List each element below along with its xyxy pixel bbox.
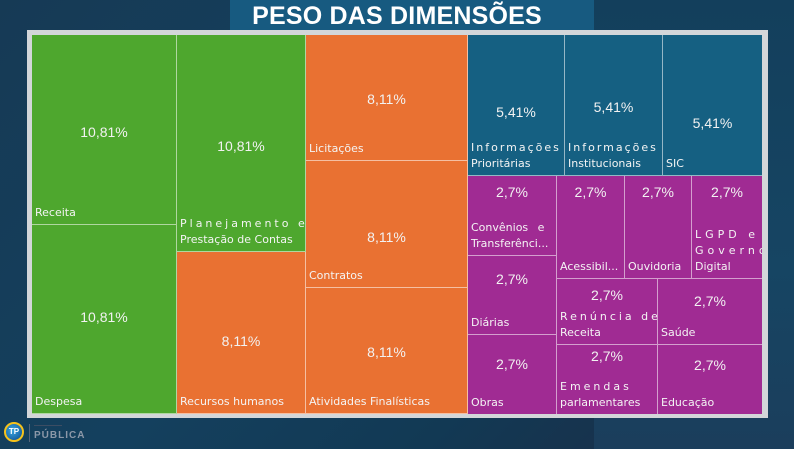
- value-label: 5,41%: [593, 99, 634, 115]
- category-label: Informações Prioritárias: [471, 141, 561, 170]
- value-label: 10,81%: [217, 138, 265, 154]
- category-label: Recursos humanos: [180, 395, 284, 408]
- treemap-cell-saude[interactable]: 2,7% Saúde: [658, 279, 762, 345]
- treemap-cell-atividades-finalisticas[interactable]: 8,11% Atividades Finalísticas: [306, 288, 468, 414]
- treemap-cell-renuncia-receita[interactable]: 2,7% Renúncia de Receita: [557, 279, 658, 345]
- treemap-cell-contratos[interactable]: 8,11% Contratos: [306, 161, 468, 288]
- footer-line: [34, 425, 62, 426]
- treemap-chart: 10,81% Receita 10,81% Despesa 10,81% Pla…: [32, 35, 762, 414]
- treemap-cell-licitacoes[interactable]: 8,11% Licitações: [306, 35, 468, 161]
- category-label: Contratos: [309, 269, 363, 282]
- category-label: Convênios e Transferênci...: [471, 221, 549, 250]
- footer-divider: [29, 424, 30, 442]
- value-label: 2,7%: [591, 348, 623, 364]
- category-label: Renúncia de Receita: [560, 310, 658, 339]
- value-label: 2,7%: [574, 184, 607, 200]
- footer-brand: PÚBLICA: [34, 430, 86, 441]
- treemap-cell-recursos-humanos[interactable]: 8,11% Recursos humanos: [177, 252, 306, 414]
- value-label: 2,7%: [711, 184, 743, 200]
- treemap-cell-convenios[interactable]: 2,7% Convênios e Transferênci...: [468, 176, 557, 256]
- treemap-cell-lgpd[interactable]: 2,7% LGPD eGovernoDigital: [692, 176, 762, 279]
- category-label: Licitações: [309, 142, 364, 155]
- category-label: LGPD eGovernoDigital: [695, 228, 762, 273]
- value-label: 2,7%: [694, 293, 726, 309]
- category-label: Despesa: [35, 395, 83, 408]
- value-label: 2,7%: [642, 184, 674, 200]
- category-label: Planejamento e Prestação de Contas: [180, 217, 306, 246]
- value-label: 8,11%: [367, 344, 406, 360]
- treemap-cell-sic[interactable]: 5,41% SIC: [663, 35, 762, 176]
- value-label: 8,11%: [367, 91, 406, 107]
- value-label: 2,7%: [694, 357, 726, 373]
- treemap-cell-educacao[interactable]: 2,7% Educação: [658, 345, 762, 414]
- value-label: 2,7%: [496, 271, 528, 287]
- value-label: 8,11%: [221, 333, 261, 349]
- category-label: Diárias: [471, 316, 510, 329]
- treemap-cell-ouvidoria[interactable]: 2,7% Ouvidoria: [625, 176, 692, 279]
- category-label: Ouvidoria: [628, 260, 682, 273]
- value-label: 10,81%: [80, 309, 128, 325]
- treemap-cell-diarias[interactable]: 2,7% Diárias: [468, 256, 557, 335]
- value-label: 5,41%: [692, 115, 733, 131]
- category-label: Obras: [471, 396, 504, 409]
- treemap-cell-despesa[interactable]: 10,81% Despesa: [32, 225, 177, 414]
- category-label: Receita: [35, 206, 76, 219]
- value-label: 2,7%: [591, 287, 623, 303]
- category-label: Emendas parlamentares: [560, 380, 641, 409]
- value-label: 2,7%: [496, 184, 528, 200]
- value-label: 10,81%: [80, 124, 128, 140]
- value-label: 8,11%: [367, 229, 406, 245]
- category-label: Saúde: [661, 326, 696, 339]
- category-label: Acessibil...: [560, 260, 619, 273]
- treemap-cell-emendas[interactable]: 2,7% Emendas parlamentares: [557, 345, 658, 414]
- category-label: SIC: [666, 157, 684, 170]
- value-label: 5,41%: [496, 104, 536, 120]
- page-title: PESO DAS DIMENSÕES: [252, 2, 542, 30]
- category-label: Informações Institucionais: [568, 141, 658, 170]
- treemap-cell-receita[interactable]: 10,81% Receita: [32, 35, 177, 225]
- treemap-cell-obras[interactable]: 2,7% Obras: [468, 335, 557, 414]
- category-label: Educação: [661, 396, 715, 409]
- treemap-cell-informacoes-institucionais[interactable]: 5,41% Informações Institucionais: [565, 35, 663, 176]
- treemap-cell-informacoes-prioritarias[interactable]: 5,41% Informações Prioritárias: [468, 35, 565, 176]
- category-label: Atividades Finalísticas: [309, 395, 430, 408]
- logo-icon: TP: [4, 422, 24, 442]
- treemap-cell-planejamento[interactable]: 10,81% Planejamento e Prestação de Contas: [177, 35, 306, 252]
- value-label: 2,7%: [496, 356, 528, 372]
- title-band: [230, 0, 594, 30]
- treemap-cell-acessibilidade[interactable]: 2,7% Acessibil...: [557, 176, 625, 279]
